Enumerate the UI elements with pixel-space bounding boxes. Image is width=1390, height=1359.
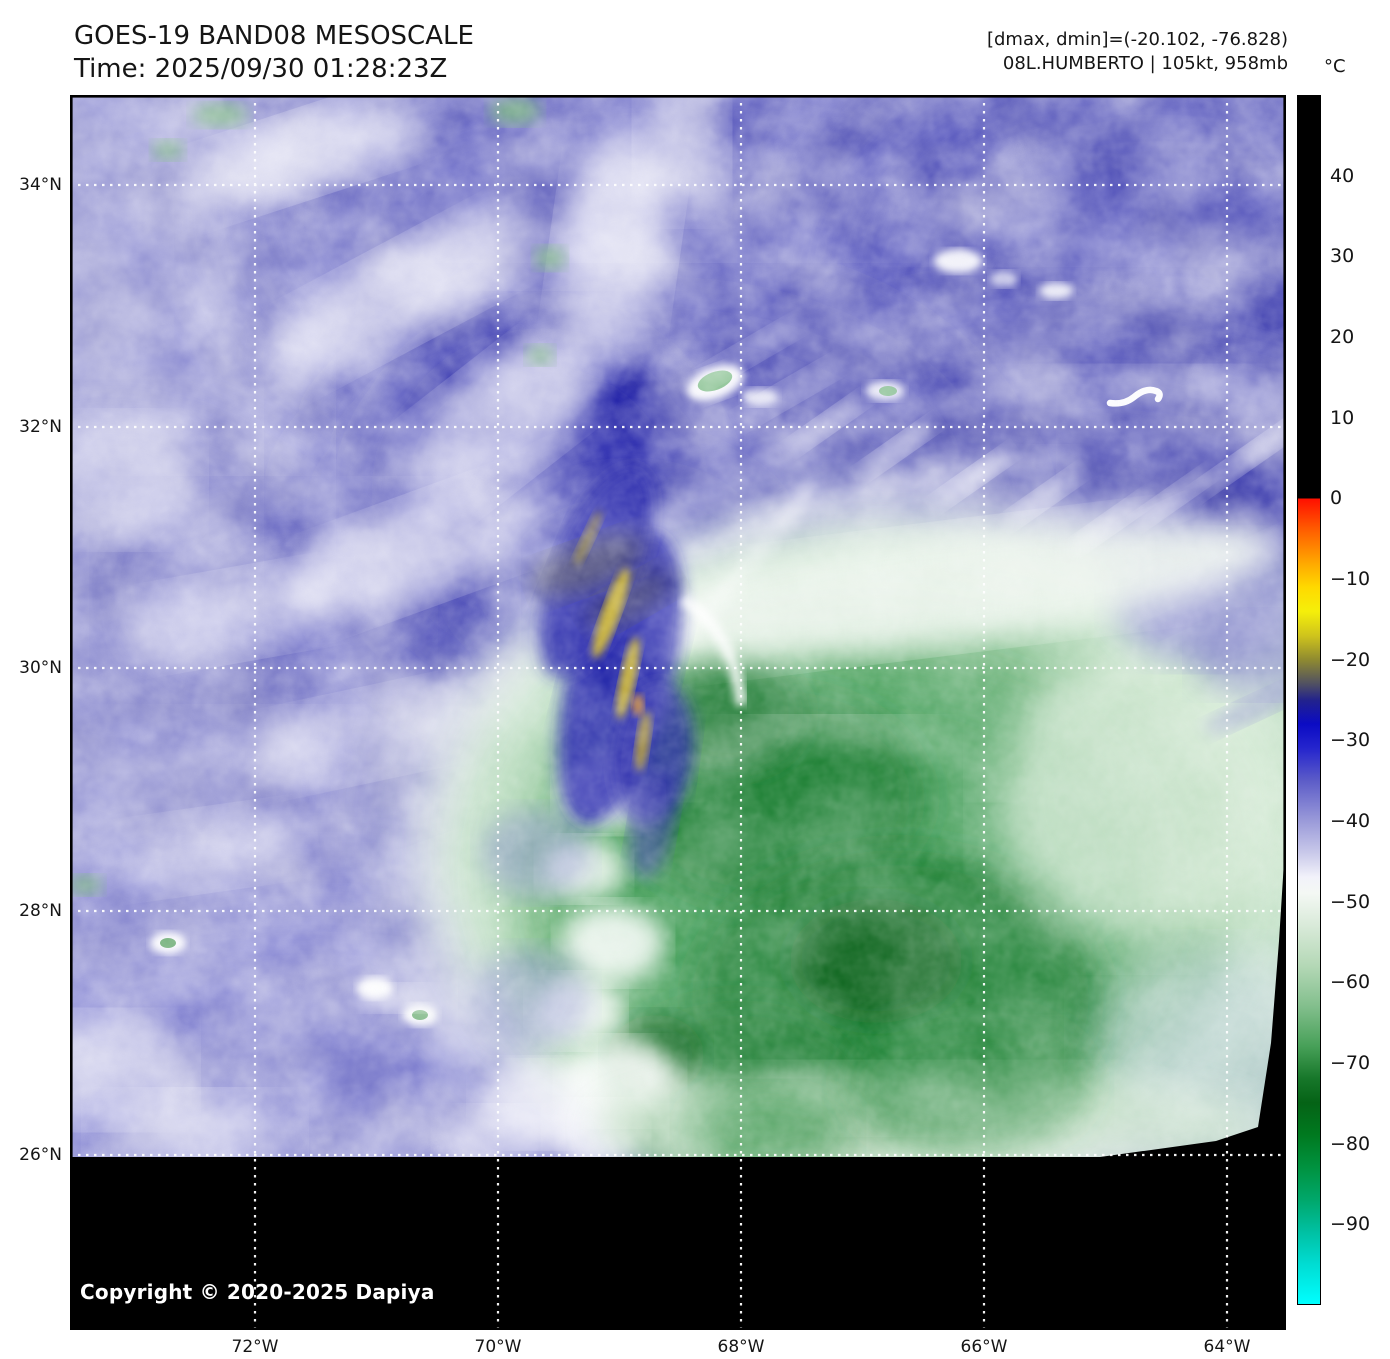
colorbar-tick-label: 20 — [1330, 326, 1355, 348]
dmax-dmin-readout: [dmax, dmin]=(-20.102, -76.828) — [986, 29, 1288, 50]
page-title: GOES-19 BAND08 MESOSCALE — [74, 21, 474, 51]
storm-info: 08L.HUMBERTO | 105kt, 958mb — [1002, 53, 1288, 74]
lat-tick-label: 28°N — [19, 901, 62, 921]
stats-block: [dmax, dmin]=(-20.102, -76.828) 08L.HUMB… — [987, 28, 1288, 76]
colorbar-tick-label: −70 — [1330, 1052, 1371, 1074]
colorbar-tick-label: −50 — [1330, 890, 1371, 913]
lon-tick-label: 64°W — [1203, 1337, 1251, 1357]
colorbar-tick-label: −20 — [1330, 648, 1371, 671]
timestamp: Time: 2025/09/30 01:28:23Z — [74, 54, 448, 84]
colorbar-tick-label: 30 — [1330, 245, 1355, 268]
colorbar-tick-label: 10 — [1330, 406, 1355, 429]
lat-tick-label: 30°N — [19, 658, 62, 678]
header: GOES-19 BAND08 MESOSCALE Time: 2025/09/3… — [74, 20, 474, 86]
colorbar-tick-label: 0 — [1330, 487, 1343, 510]
colorbar-unit-label: °C — [1324, 56, 1346, 77]
colorbar-tick-label: −10 — [1330, 568, 1371, 590]
lat-tick-label: 32°N — [19, 417, 62, 437]
colorbar-tick-label: −80 — [1330, 1132, 1371, 1155]
graticule-gridlines — [70, 95, 1286, 1330]
lat-tick-label: 26°N — [19, 1145, 62, 1165]
satellite-data-layer — [70, 95, 1286, 1157]
lat-tick-label: 34°N — [19, 175, 62, 195]
scan-edge-mask — [70, 830, 1286, 1330]
copyright-watermark: Copyright © 2020-2025 Dapiya — [80, 1280, 435, 1304]
map-border — [70, 95, 1286, 1330]
colorbar-tick-label: −30 — [1330, 729, 1371, 752]
lon-tick-label: 66°W — [960, 1337, 1008, 1357]
colorbar-tick-label: −40 — [1330, 810, 1371, 832]
satellite-imagery — [70, 95, 1286, 1330]
colorbar — [1297, 95, 1321, 1305]
lon-tick-label: 70°W — [474, 1337, 522, 1357]
map-frame: Copyright © 2020-2025 Dapiya — [70, 95, 1286, 1330]
lon-tick-label: 72°W — [231, 1337, 279, 1357]
lon-tick-label: 68°W — [717, 1337, 765, 1357]
colorbar-tick-label: −90 — [1330, 1213, 1371, 1236]
colorbar-tick-label: 40 — [1330, 164, 1355, 187]
colorbar-tick-label: −60 — [1330, 971, 1371, 994]
